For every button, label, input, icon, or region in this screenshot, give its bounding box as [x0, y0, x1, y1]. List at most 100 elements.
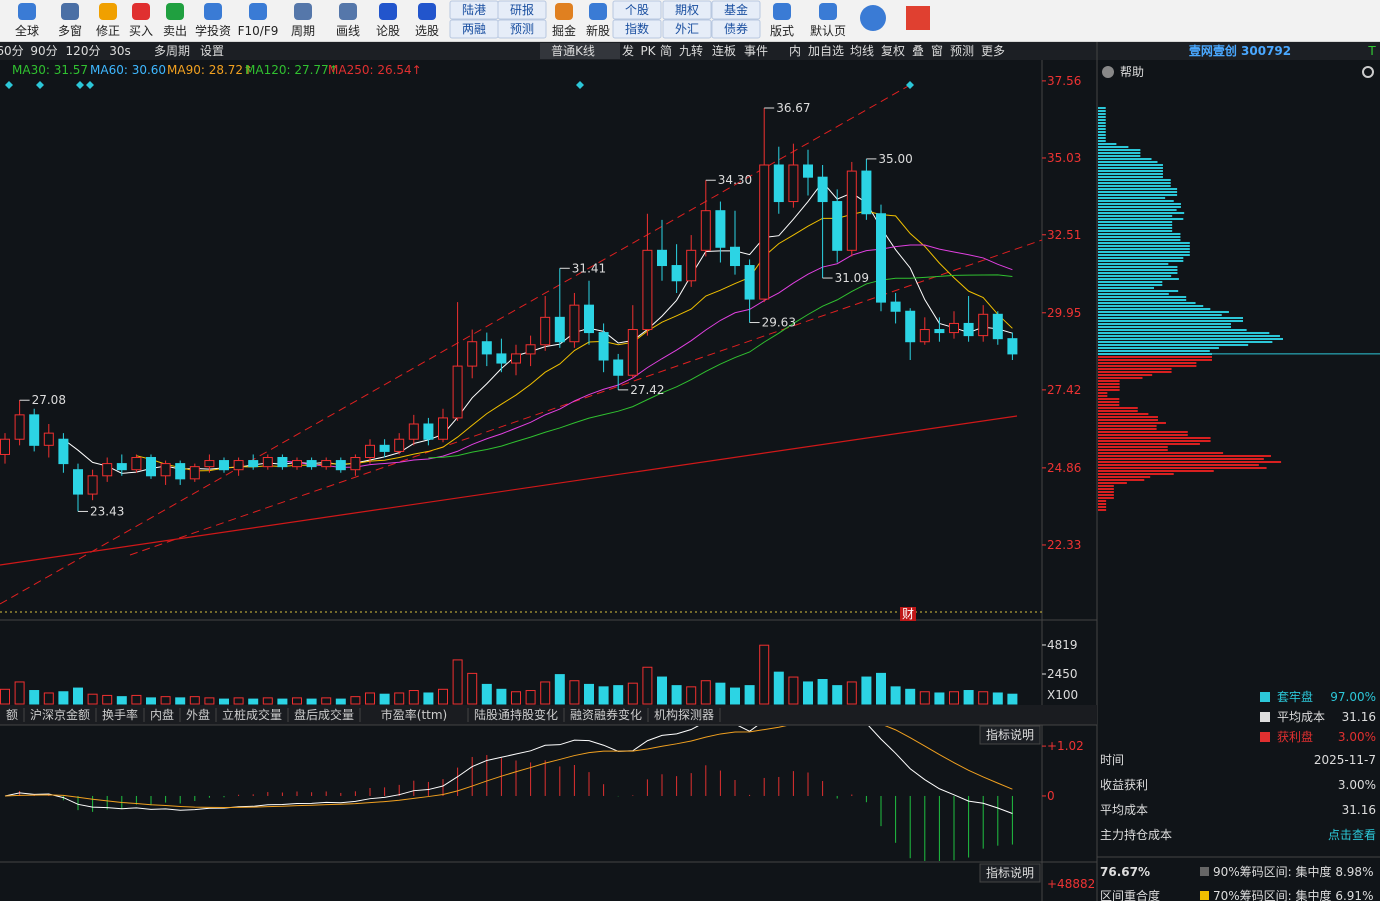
toolbar-icon[interactable]	[589, 3, 607, 20]
toolbar-button[interactable]	[497, 0, 547, 20]
period-item[interactable]: 设置	[200, 44, 224, 58]
period-item[interactable]: 90分	[30, 44, 57, 58]
ai-icon[interactable]	[860, 5, 886, 31]
ma-line	[428, 274, 1013, 459]
toolbar-button[interactable]	[711, 0, 761, 20]
toolbar-icon[interactable]	[204, 3, 222, 20]
period-item[interactable]: 事件	[744, 44, 768, 58]
candle-body	[773, 164, 784, 203]
toolbar-button[interactable]	[612, 19, 662, 39]
period-item[interactable]: 连板	[712, 43, 736, 58]
extreme-label: 29.63	[762, 316, 796, 330]
toolbar-button[interactable]	[711, 19, 761, 39]
period-item[interactable]: 120分	[66, 44, 101, 58]
chip-bar	[1098, 119, 1106, 121]
period-item[interactable]: 30s	[109, 44, 131, 58]
indicator-tab[interactable]: 外盘	[186, 707, 210, 722]
period-item[interactable]: 简	[660, 44, 672, 58]
finance-marker[interactable]	[900, 607, 916, 621]
candle-body	[540, 316, 551, 346]
candle-body	[554, 316, 565, 343]
period-item[interactable]: 加自选	[808, 44, 844, 58]
toolbar-icon[interactable]	[249, 3, 267, 20]
indicator-tab[interactable]: 换手率	[102, 707, 138, 722]
period-item[interactable]: 预测	[950, 44, 974, 58]
toolbar-button[interactable]	[497, 19, 547, 39]
toolbar-icon[interactable]	[555, 3, 573, 20]
ma-legend: MA30: 31.57	[12, 63, 88, 77]
volume-bar	[700, 680, 711, 705]
toolbar-icon[interactable]	[166, 3, 184, 20]
y-tick-label: 29.95	[1047, 306, 1081, 320]
indicator-button[interactable]	[979, 863, 1041, 883]
chip-bar	[1098, 494, 1114, 496]
chip-bar	[1098, 131, 1106, 133]
indicator-button[interactable]	[979, 725, 1041, 745]
toolbar-button[interactable]	[612, 0, 662, 20]
settings-icon[interactable]	[1362, 66, 1374, 78]
candle-body	[715, 210, 726, 248]
toolbar-icon[interactable]	[379, 3, 397, 20]
period-item[interactable]: 发	[622, 43, 634, 58]
ma-legend: MA250: 26.54↑	[328, 63, 422, 77]
candle-body	[525, 344, 536, 355]
period-item[interactable]: 九转	[679, 43, 703, 58]
toolbar-icon[interactable]	[819, 3, 837, 20]
indicator-tab[interactable]: 盘后成交量	[294, 707, 354, 722]
legend-value: 3.00%	[1338, 730, 1376, 744]
toolbar-label: 修正	[96, 23, 120, 38]
extreme-label: 23.43	[90, 504, 124, 518]
volume-bar	[613, 685, 624, 705]
toolbar-icon[interactable]	[339, 3, 357, 20]
period-item[interactable]: 窗	[931, 44, 943, 58]
info-value[interactable]: 点击查看	[1328, 828, 1376, 842]
period-item[interactable]: 普通K线	[551, 44, 595, 58]
indicator-tab[interactable]: 机构探测器	[654, 707, 714, 722]
period-item[interactable]: PK	[640, 44, 656, 58]
toolbar-button[interactable]	[662, 0, 712, 20]
period-item[interactable]: 内	[789, 44, 801, 58]
period-item[interactable]: 叠	[912, 44, 924, 58]
volume-bar	[540, 681, 551, 705]
toolbar-label: 债券	[724, 21, 748, 36]
chip-bar	[1098, 236, 1181, 238]
period-item[interactable]: 多周期	[154, 44, 190, 58]
indicator-tab[interactable]: 内盘	[150, 707, 174, 722]
help-icon[interactable]	[1102, 66, 1114, 78]
toolbar-icon[interactable]	[773, 3, 791, 20]
toolbar-icon[interactable]	[61, 3, 79, 20]
candle-body	[671, 265, 682, 282]
toolbar-icon[interactable]	[132, 3, 150, 20]
legend-label: 获利盘	[1277, 729, 1313, 744]
indicator-tab[interactable]: 市盈率(ttm)	[381, 707, 447, 722]
help-label[interactable]: 帮助	[1120, 65, 1144, 79]
chip-bar	[1098, 170, 1163, 172]
indicator-tab[interactable]: 融资融券变化	[570, 707, 642, 722]
candle-body	[598, 332, 609, 361]
volume-bar	[204, 697, 215, 705]
period-item[interactable]: 60分	[0, 44, 24, 58]
toolbar-icon[interactable]	[294, 3, 312, 20]
info-label: 时间	[1100, 753, 1124, 767]
kline-dropdown[interactable]	[540, 43, 620, 59]
chip-bar	[1098, 335, 1280, 337]
chip-bar	[1098, 128, 1106, 130]
volume-bar	[29, 690, 40, 705]
toolbar-icon[interactable]	[99, 3, 117, 20]
toolbar-button[interactable]	[662, 19, 712, 39]
toolbar-icon[interactable]	[418, 3, 436, 20]
indicator-tab[interactable]: 立桩成交量	[222, 707, 282, 722]
chip-bar	[1098, 143, 1117, 145]
color-icon[interactable]	[906, 6, 930, 30]
candle-body	[511, 353, 521, 364]
indicator-tab[interactable]: 陆股通持股变化	[474, 707, 558, 722]
toolbar-icon[interactable]	[18, 3, 36, 20]
indicator-tab[interactable]: 沪深京金额	[30, 707, 90, 722]
period-item[interactable]: 更多	[981, 44, 1005, 58]
chip-bar	[1098, 500, 1107, 502]
toolbar-label: 掘金	[552, 23, 576, 38]
indicator-tab[interactable]: 额	[6, 708, 18, 722]
period-item[interactable]: 均线	[850, 44, 874, 58]
candle-body	[919, 329, 930, 343]
period-item[interactable]: 复权	[881, 44, 905, 58]
